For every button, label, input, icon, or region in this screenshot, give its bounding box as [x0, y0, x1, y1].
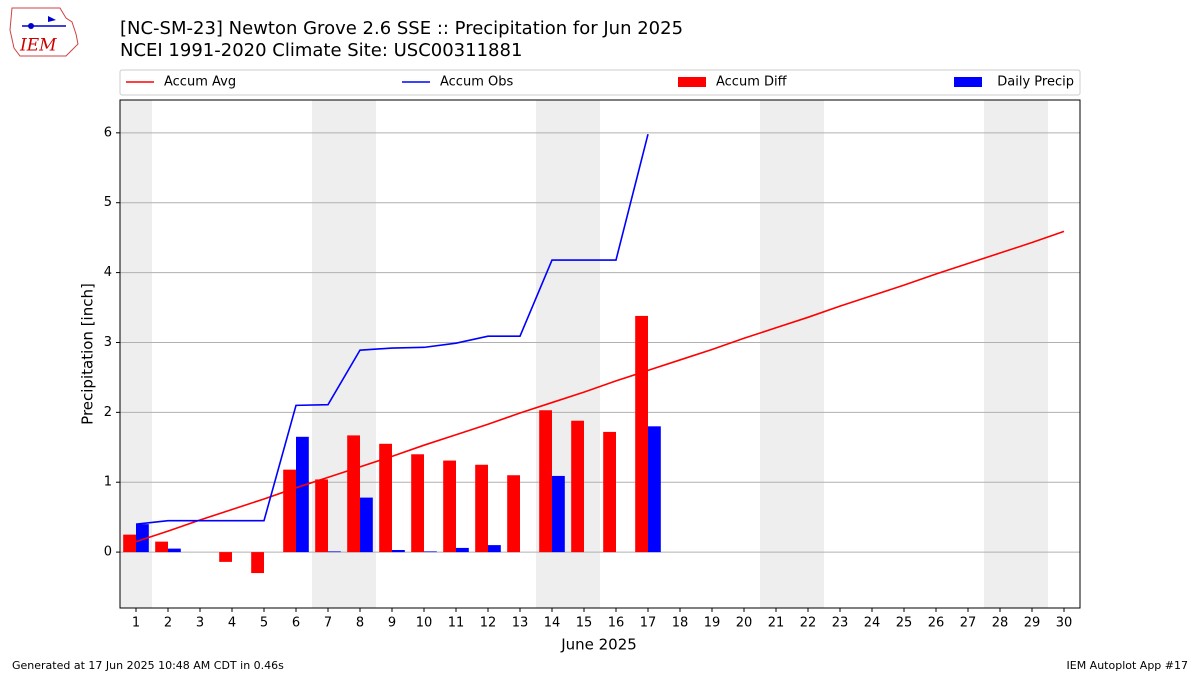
bar: [155, 541, 168, 553]
bar: [648, 426, 661, 553]
chart-title: [NC-SM-23] Newton Grove 2.6 SSE :: Preci…: [120, 18, 683, 39]
x-tick-label: 8: [356, 616, 364, 631]
bar: [443, 460, 456, 553]
bar: [507, 475, 520, 553]
plot-frame: [119, 99, 1081, 609]
bar: [392, 550, 405, 553]
x-tick-label: 4: [228, 616, 236, 631]
x-tick-label: 9: [388, 616, 396, 631]
x-tick-label: 11: [448, 616, 465, 631]
x-tick-label: 14: [544, 616, 561, 631]
x-tick-label: 7: [324, 616, 332, 631]
bar: [379, 443, 392, 553]
bar: [488, 545, 501, 553]
bar: [360, 497, 373, 553]
chart-subtitle: NCEI 1991-2020 Climate Site: USC00311881: [120, 40, 522, 61]
bar: [603, 431, 616, 553]
bar: [552, 475, 565, 553]
legend-label: Accum Obs: [440, 75, 513, 90]
y-tick-label: 2: [104, 405, 112, 420]
bar: [296, 436, 309, 553]
y-tick-label: 6: [104, 125, 112, 140]
bar: [283, 469, 296, 553]
logo-text: IEM: [19, 36, 57, 56]
logo: IEM: [9, 7, 79, 57]
x-tick-label: 13: [512, 616, 529, 631]
y-tick-label: 5: [104, 195, 112, 210]
bar: [315, 479, 328, 553]
x-tick-label: 15: [576, 616, 593, 631]
bar: [571, 420, 584, 553]
legend-box: [119, 69, 1081, 96]
x-tick-label: 19: [704, 616, 721, 631]
y-tick-label: 0: [104, 545, 112, 560]
weekend-shade: [984, 100, 1016, 608]
x-tick-label: 6: [292, 616, 300, 631]
x-tick-label: 27: [960, 616, 977, 631]
line: [135, 134, 649, 525]
line: [135, 230, 1065, 543]
legend-label: Accum Diff: [716, 75, 788, 90]
x-tick-label: 23: [832, 616, 849, 631]
x-tick-label: 1: [132, 616, 140, 631]
x-tick-label: 17: [640, 616, 657, 631]
weekend-shade: [1016, 100, 1048, 608]
bar: [251, 552, 264, 574]
bar: [456, 547, 469, 553]
bar: [411, 454, 424, 553]
x-tick-label: 10: [416, 616, 433, 631]
bar: [635, 315, 648, 553]
bar: [424, 551, 437, 553]
footer-left: Generated at 17 Jun 2025 10:48 AM CDT in…: [12, 659, 284, 672]
bar: [347, 435, 360, 553]
x-tick-label: 22: [800, 616, 817, 631]
legend-swatch: [954, 77, 982, 87]
x-tick-label: 24: [864, 616, 881, 631]
x-tick-label: 29: [1024, 616, 1041, 631]
x-tick-label: 18: [672, 616, 689, 631]
legend-label: Accum Avg: [164, 75, 236, 90]
y-tick-label: 3: [104, 335, 112, 350]
y-axis-label: Precipitation [inch]: [79, 283, 97, 425]
bar: [539, 410, 552, 553]
x-tick-label: 2: [164, 616, 172, 631]
bar: [219, 552, 232, 562]
x-tick-label: 21: [768, 616, 785, 631]
bar: [123, 534, 136, 553]
legend-label: Daily Precip: [997, 75, 1074, 90]
x-tick-label: 5: [260, 616, 268, 631]
y-tick-label: 4: [104, 265, 112, 280]
y-tick-label: 1: [104, 475, 112, 490]
bar: [136, 524, 149, 553]
x-tick-label: 16: [608, 616, 625, 631]
weekend-shade: [760, 100, 792, 608]
x-tick-label: 20: [736, 616, 753, 631]
x-tick-label: 25: [896, 616, 913, 631]
x-tick-label: 30: [1056, 616, 1073, 631]
x-tick-label: 12: [480, 616, 497, 631]
bar: [328, 551, 341, 553]
bar: [475, 464, 488, 553]
x-tick-label: 28: [992, 616, 1009, 631]
bar: [168, 548, 181, 553]
legend-swatch: [678, 77, 706, 87]
x-axis-label: June 2025: [560, 636, 637, 654]
x-tick-label: 3: [196, 616, 204, 631]
footer-right: IEM Autoplot App #17: [1067, 659, 1189, 672]
weekend-shade: [792, 100, 824, 608]
x-tick-label: 26: [928, 616, 945, 631]
